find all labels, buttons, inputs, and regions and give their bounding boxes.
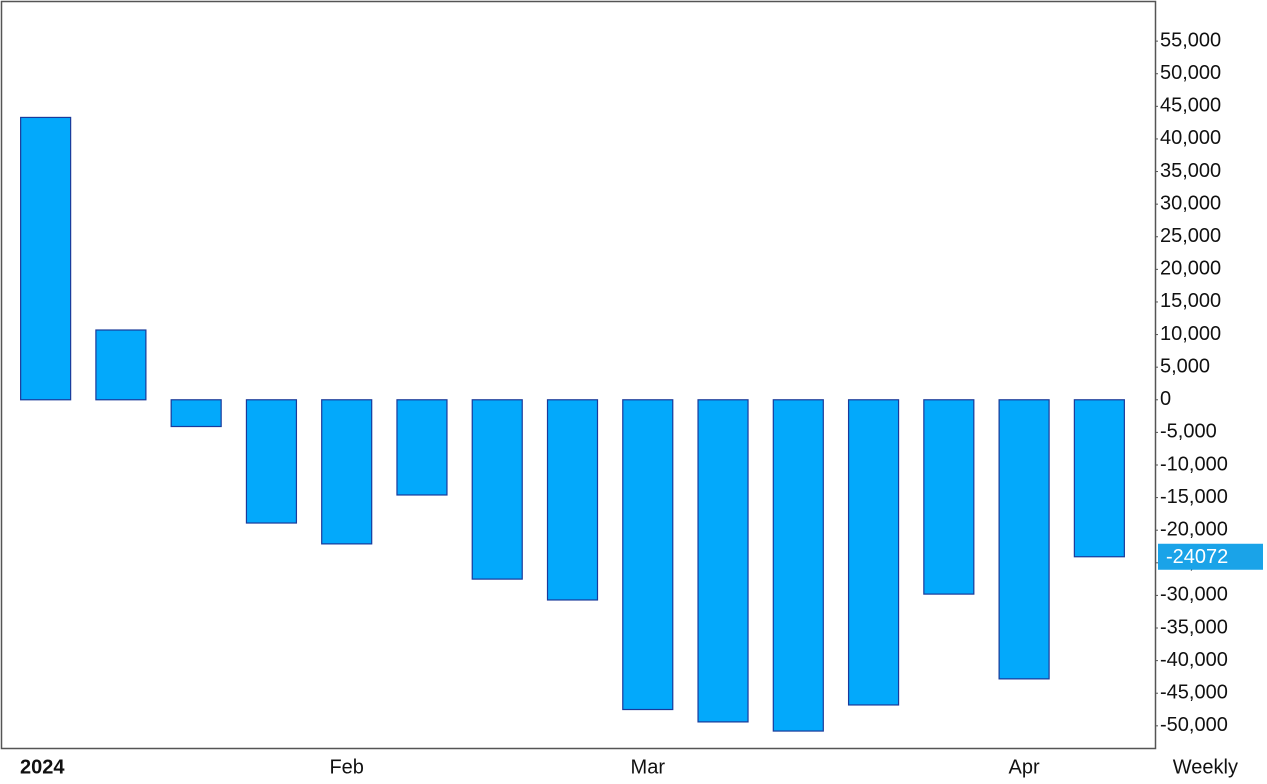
bar bbox=[923, 399, 975, 595]
y-tick-label: -20,000 bbox=[1160, 518, 1228, 540]
y-tick-label: 0 bbox=[1160, 388, 1171, 410]
bar bbox=[170, 399, 222, 428]
x-tick-label: Mar bbox=[631, 756, 666, 778]
y-tick-label: -50,000 bbox=[1160, 714, 1228, 736]
y-tick-label: -40,000 bbox=[1160, 649, 1228, 671]
y-tick-label: 30,000 bbox=[1160, 192, 1221, 214]
y-tick-label: 15,000 bbox=[1160, 290, 1221, 312]
bar bbox=[847, 399, 900, 706]
bar bbox=[1073, 399, 1125, 558]
bar bbox=[321, 399, 373, 545]
bar bbox=[471, 399, 523, 580]
bar bbox=[772, 399, 824, 732]
y-tick-label: 45,000 bbox=[1160, 95, 1221, 117]
x-tick-label: Apr bbox=[1009, 756, 1040, 778]
y-tick-label: -10,000 bbox=[1160, 453, 1228, 475]
y-tick-label: -15,000 bbox=[1160, 486, 1228, 508]
y-tick-label: 10,000 bbox=[1160, 323, 1221, 345]
x-tick-label: 2024 bbox=[20, 756, 65, 778]
bar bbox=[245, 399, 298, 524]
plot-frame bbox=[0, 0, 1157, 750]
y-tick-label: -5,000 bbox=[1160, 421, 1217, 443]
y-tick-label: 25,000 bbox=[1160, 225, 1221, 247]
y-tick-label: 55,000 bbox=[1160, 29, 1221, 51]
bar bbox=[20, 116, 72, 401]
y-tick-label: 40,000 bbox=[1160, 127, 1221, 149]
last-value-label: -24072 bbox=[1166, 546, 1228, 568]
bar bbox=[546, 399, 599, 601]
last-value-box bbox=[1158, 543, 1263, 570]
y-tick-label: 20,000 bbox=[1160, 258, 1221, 280]
x-tick-label: Feb bbox=[329, 756, 363, 778]
bar bbox=[998, 399, 1050, 680]
y-tick-label: -30,000 bbox=[1160, 584, 1228, 606]
period-label: Weekly bbox=[1173, 756, 1238, 778]
y-tick-label: 5,000 bbox=[1160, 355, 1210, 377]
y-tick-label: 50,000 bbox=[1160, 62, 1221, 84]
bar bbox=[396, 399, 448, 496]
bar bbox=[95, 329, 147, 401]
y-tick-label: 35,000 bbox=[1160, 160, 1221, 182]
bar bbox=[697, 399, 749, 723]
y-tick-label: -35,000 bbox=[1160, 616, 1228, 638]
bar bbox=[622, 399, 674, 711]
y-tick-label: -45,000 bbox=[1160, 682, 1228, 704]
